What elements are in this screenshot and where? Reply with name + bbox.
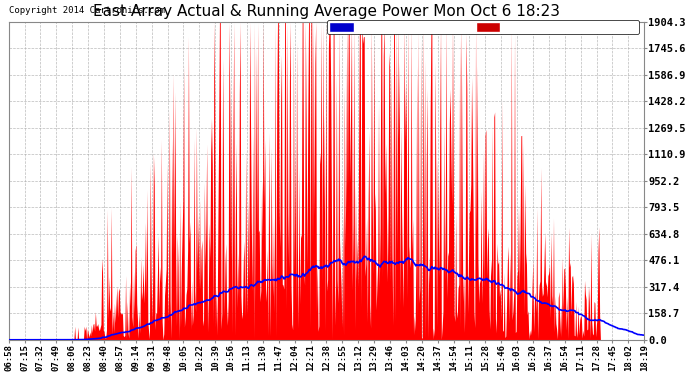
Title: East Array Actual & Running Average Power Mon Oct 6 18:23: East Array Actual & Running Average Powe… — [93, 4, 560, 19]
Legend: Average  (DC Watts), East Array  (DC Watts): Average (DC Watts), East Array (DC Watts… — [328, 20, 640, 34]
Text: Copyright 2014 Cartronics.com: Copyright 2014 Cartronics.com — [9, 6, 164, 15]
